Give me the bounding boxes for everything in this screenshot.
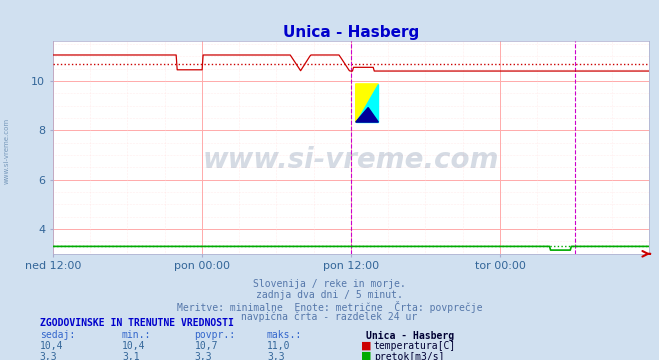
Text: ■: ■ [361, 351, 372, 360]
Text: min.:: min.: [122, 330, 152, 341]
Text: Meritve: minimalne  Enote: metrične  Črta: povprečje: Meritve: minimalne Enote: metrične Črta:… [177, 301, 482, 312]
Text: Slovenija / reke in morje.: Slovenija / reke in morje. [253, 279, 406, 289]
Title: Unica - Hasberg: Unica - Hasberg [283, 25, 419, 40]
Text: 10,7: 10,7 [194, 341, 218, 351]
Text: maks.:: maks.: [267, 330, 302, 341]
Text: 10,4: 10,4 [122, 341, 146, 351]
Text: www.si-vreme.com: www.si-vreme.com [3, 118, 10, 184]
Text: 11,0: 11,0 [267, 341, 291, 351]
Text: 3,3: 3,3 [267, 352, 285, 360]
Text: 3,3: 3,3 [40, 352, 57, 360]
Polygon shape [356, 84, 378, 122]
Text: 3,3: 3,3 [194, 352, 212, 360]
Text: sedaj:: sedaj: [40, 330, 74, 341]
Text: navpična črta - razdelek 24 ur: navpična črta - razdelek 24 ur [241, 311, 418, 322]
Text: pretok[m3/s]: pretok[m3/s] [374, 352, 444, 360]
Text: zadnja dva dni / 5 minut.: zadnja dva dni / 5 minut. [256, 290, 403, 300]
Text: povpr.:: povpr.: [194, 330, 235, 341]
Text: 3,1: 3,1 [122, 352, 140, 360]
Text: 10,4: 10,4 [40, 341, 63, 351]
Text: Unica - Hasberg: Unica - Hasberg [366, 330, 454, 341]
Text: www.si-vreme.com: www.si-vreme.com [203, 147, 499, 174]
Polygon shape [356, 84, 378, 122]
Text: temperatura[C]: temperatura[C] [374, 341, 456, 351]
Text: ZGODOVINSKE IN TRENUTNE VREDNOSTI: ZGODOVINSKE IN TRENUTNE VREDNOSTI [40, 318, 233, 328]
Text: ■: ■ [361, 340, 372, 350]
Polygon shape [356, 108, 378, 122]
